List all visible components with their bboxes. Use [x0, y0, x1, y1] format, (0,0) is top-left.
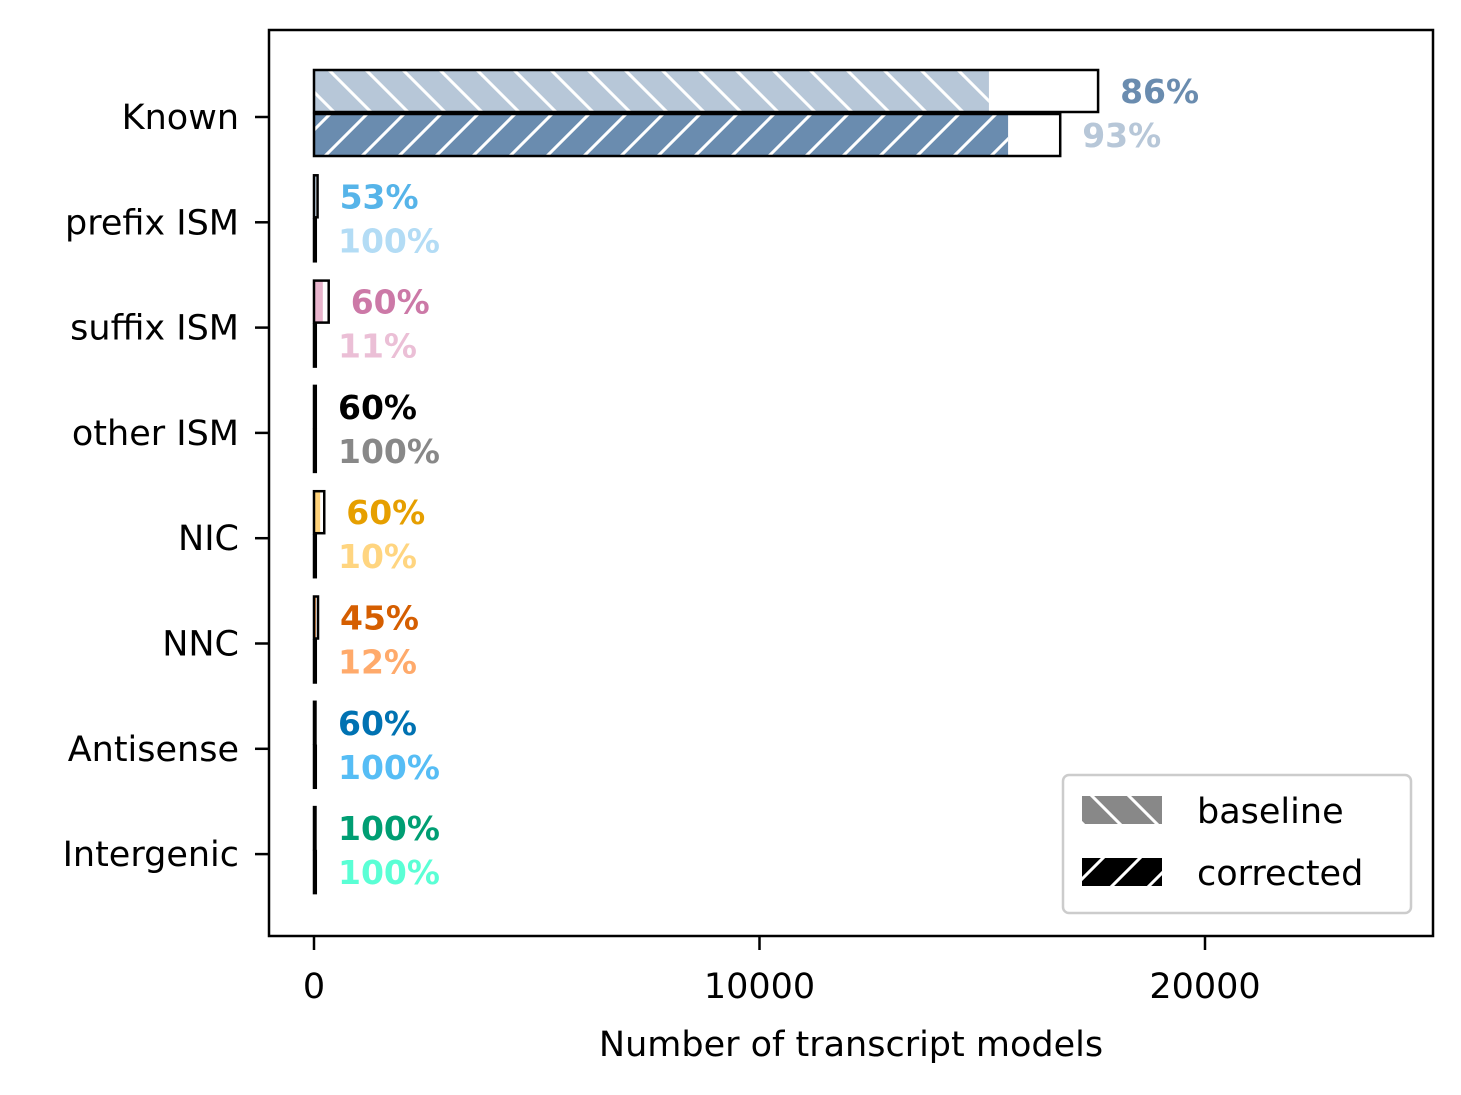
- bar-outline-corrected-antisense: [312, 744, 318, 790]
- bar-outline-baseline-nic: [312, 489, 326, 535]
- y-tick-label-suffix-ism: suffix ISM: [70, 309, 239, 349]
- legend: baseline corrected: [1061, 773, 1413, 915]
- bar-outline-baseline-known: [312, 68, 1100, 114]
- pct-label-baseline-prefix-ism: 53%: [340, 177, 419, 216]
- pct-label-baseline-nnc: 45%: [340, 599, 419, 638]
- pct-label-baseline-known: 86%: [1120, 72, 1199, 111]
- y-tick-label-antisense: Antisense: [68, 730, 239, 770]
- legend-swatch-hatch-baseline: [1082, 796, 1162, 824]
- legend-label-baseline: baseline: [1197, 792, 1344, 832]
- pct-label-baseline-other-ism: 60%: [338, 388, 417, 427]
- pct-label-baseline-antisense: 60%: [338, 704, 417, 743]
- bar-outline-corrected-other-ism: [312, 428, 318, 474]
- pct-label-baseline-nic: 60%: [346, 493, 425, 532]
- pct-label-corrected-prefix-ism: 100%: [338, 221, 440, 260]
- y-tick-label-nic: NIC: [178, 519, 239, 559]
- bar-outline-corrected-known: [312, 112, 1062, 158]
- pct-label-corrected-suffix-ism: 11%: [338, 327, 417, 366]
- bar-outline-baseline-nnc: [312, 595, 320, 640]
- pct-label-corrected-other-ism: 100%: [338, 432, 440, 471]
- pct-label-baseline-suffix-ism: 60%: [351, 283, 430, 322]
- pct-label-corrected-nnc: 12%: [338, 643, 417, 682]
- bar-outline-corrected-nnc: [312, 639, 318, 684]
- y-tick-label-prefix-ism: prefix ISM: [65, 203, 239, 243]
- bar-baseline-nic: [314, 491, 321, 534]
- x-axis-title: Number of transcript models: [599, 1025, 1103, 1065]
- y-tick-label-other-ism: other ISM: [72, 414, 239, 454]
- y-tick-label-nnc: NNC: [162, 625, 239, 665]
- bar-hatch-corrected-known: [314, 114, 1009, 156]
- pct-label-corrected-known: 93%: [1082, 116, 1161, 155]
- bar-outline-corrected-suffix-ism: [312, 323, 318, 368]
- bar-outline-corrected-prefix-ism: [312, 218, 318, 263]
- bar-outline-baseline-suffix-ism: [312, 279, 330, 324]
- y-axis: Known prefix ISM suffix ISM other ISM NIC NNC…: [63, 98, 269, 875]
- y-tick-label-known: Known: [122, 98, 239, 138]
- y-tick-label-intergenic: Intergenic: [63, 835, 239, 875]
- x-tick-label-20000: 20000: [1149, 967, 1260, 1007]
- bars-layer: [312, 68, 1100, 895]
- pct-label-baseline-intergenic: 100%: [338, 809, 440, 848]
- bar-outline-baseline-antisense: [312, 700, 317, 746]
- plot-frame: [267, 28, 1435, 938]
- pct-label-corrected-antisense: 100%: [338, 748, 440, 787]
- bar-outline-baseline-intergenic: [312, 805, 317, 851]
- legend-swatch-hatch-corrected: [1082, 858, 1162, 886]
- bar-outline-baseline-prefix-ism: [312, 174, 319, 219]
- x-tick-label-10000: 10000: [704, 967, 815, 1007]
- legend-label-corrected: corrected: [1197, 854, 1363, 894]
- bar-baseline-suffix-ism: [314, 280, 323, 323]
- bar-outline-corrected-nic: [312, 533, 318, 579]
- pct-label-corrected-intergenic: 100%: [338, 853, 440, 892]
- bar-outline-corrected-intergenic: [312, 849, 318, 895]
- percent-labels-layer: 86% 93% 53% 100% 60% 11% 60% 100% 60% 10% 45% 12% 60…: [338, 72, 1199, 892]
- x-axis: 0 10000 20000: [303, 936, 1261, 1007]
- bar-hatch-baseline-known: [314, 70, 989, 112]
- x-tick-label-0: 0: [303, 967, 325, 1007]
- pct-label-corrected-nic: 10%: [338, 537, 417, 576]
- bar-outline-baseline-other-ism: [312, 384, 318, 430]
